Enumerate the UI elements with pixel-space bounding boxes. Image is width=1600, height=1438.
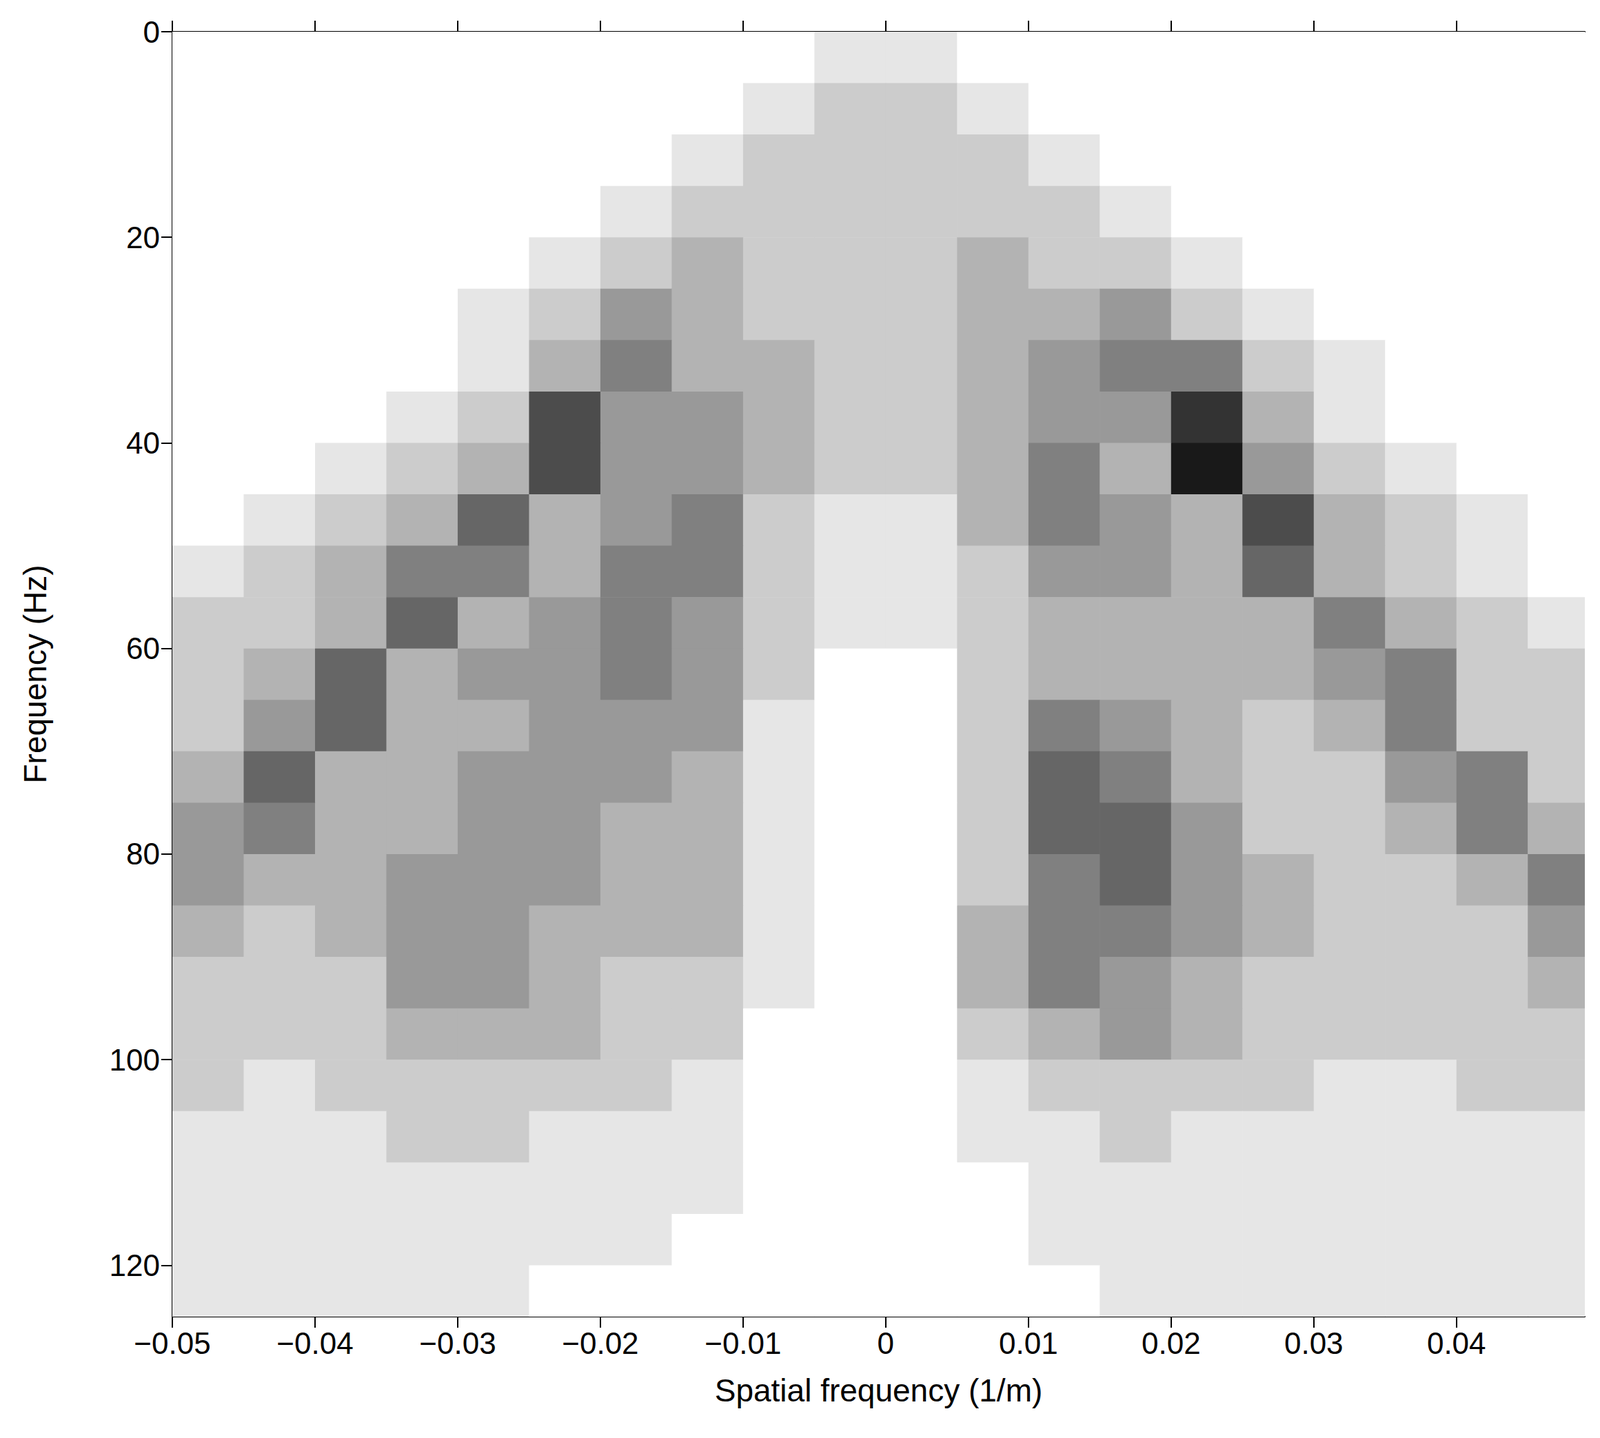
svg-text:0.04: 0.04 (1426, 1326, 1487, 1361)
svg-text:60: 60 (126, 631, 160, 666)
svg-text:−0.01: −0.01 (704, 1326, 782, 1361)
svg-text:−0.02: −0.02 (561, 1326, 639, 1361)
svg-text:0: 0 (877, 1326, 895, 1361)
svg-text:20: 20 (126, 220, 160, 255)
svg-text:120: 120 (109, 1248, 160, 1283)
svg-text:0.01: 0.01 (998, 1326, 1059, 1361)
svg-text:40: 40 (126, 426, 160, 460)
svg-text:Spatial frequency (1/m): Spatial frequency (1/m) (714, 1372, 1043, 1409)
svg-text:0.03: 0.03 (1284, 1326, 1344, 1361)
svg-text:80: 80 (126, 836, 160, 871)
svg-text:Frequency (Hz): Frequency (Hz) (17, 565, 54, 784)
svg-text:−0.05: −0.05 (133, 1326, 211, 1361)
svg-text:−0.04: −0.04 (276, 1326, 353, 1361)
svg-text:0: 0 (143, 15, 160, 49)
svg-text:100: 100 (109, 1042, 160, 1077)
svg-text:0.02: 0.02 (1141, 1326, 1201, 1361)
svg-text:−0.03: −0.03 (419, 1326, 496, 1361)
